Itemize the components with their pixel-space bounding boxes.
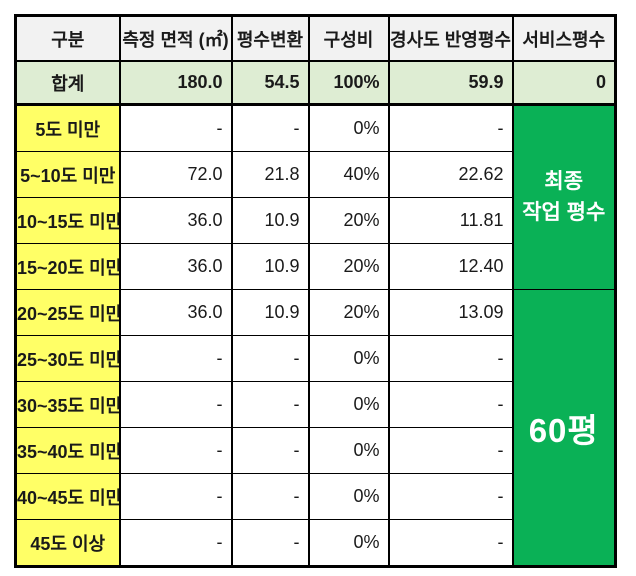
slope-pyeong-cell: 13.09 — [387, 289, 514, 336]
col-header-composition-ratio: 구성비 — [307, 15, 390, 62]
table-row: 45도 이상 - - 0% - — [14, 519, 616, 567]
area-cell: - — [118, 335, 233, 382]
ratio-cell: 20% — [307, 289, 390, 336]
total-label-cell: 합계 — [14, 60, 121, 106]
slope-pyeong-cell: 11.81 — [387, 197, 514, 244]
slope-pyeong-cell: - — [387, 519, 514, 567]
pyeong-cell: 21.8 — [230, 151, 310, 198]
ratio-cell: 0% — [307, 104, 390, 152]
table-row: 5도 미만 - - 0% - 최종 작업 평수 — [14, 104, 617, 290]
table-row: 40~45도 미만 - - 0% - — [14, 473, 616, 520]
category-cell: 5도 미만 — [14, 104, 121, 152]
pyeong-cell: 10.9 — [230, 289, 310, 336]
table-row: 25~30도 미만 - - 0% - — [14, 335, 616, 382]
area-cell: 36.0 — [118, 197, 233, 244]
slope-area-table: 구분 측정 면적 (㎡) 평수변환 구성비 경사도 반영평수 서비스평수 합계 … — [14, 14, 617, 568]
pyeong-cell: - — [230, 381, 310, 428]
area-cell: 72.0 — [118, 151, 233, 198]
table-row: 35~40도 미만 - - 0% - — [14, 427, 616, 474]
area-cell: 36.0 — [118, 289, 233, 336]
final-work-pyeong-label-cell: 최종 작업 평수 — [511, 104, 617, 290]
table-row: 30~35도 미만 - - 0% - — [14, 381, 616, 428]
category-cell: 10~15도 미만 — [14, 197, 121, 244]
area-cell: - — [118, 381, 233, 428]
col-header-slope-adjusted-pyeong: 경사도 반영평수 — [387, 15, 514, 62]
col-header-pyeong-conversion: 평수변환 — [230, 15, 310, 62]
col-header-measured-area: 측정 면적 (㎡) — [118, 15, 233, 62]
table-row: 15~20도 미만 36.0 10.9 20% 12.40 — [14, 243, 616, 290]
area-cell: - — [118, 427, 233, 474]
ratio-cell: 0% — [307, 427, 390, 474]
category-cell: 35~40도 미만 — [14, 427, 121, 474]
area-cell: - — [118, 104, 233, 152]
table-row: 20~25도 미만 36.0 10.9 20% 13.09 60평 — [14, 289, 617, 567]
ratio-cell: 0% — [307, 335, 390, 382]
header-row: 구분 측정 면적 (㎡) 평수변환 구성비 경사도 반영평수 서비스평수 — [14, 15, 617, 62]
total-ratio-cell: 100% — [307, 60, 390, 106]
ratio-cell: 0% — [307, 473, 390, 520]
category-cell: 20~25도 미만 — [14, 289, 121, 336]
pyeong-cell: - — [230, 473, 310, 520]
pyeong-cell: - — [230, 427, 310, 474]
pyeong-cell: - — [230, 104, 310, 152]
total-area-cell: 180.0 — [118, 60, 233, 106]
slope-pyeong-cell: - — [387, 381, 514, 428]
area-cell: 36.0 — [118, 243, 233, 290]
slope-pyeong-cell: - — [387, 335, 514, 382]
col-header-category: 구분 — [14, 15, 121, 62]
final-work-pyeong-label-line2: 작업 평수 — [522, 200, 606, 224]
table-row: 5~10도 미만 72.0 21.8 40% 22.62 — [14, 151, 616, 198]
final-work-pyeong-value: 60평 — [528, 411, 599, 449]
ratio-cell: 40% — [307, 151, 390, 198]
slope-pyeong-cell: 22.62 — [387, 151, 514, 198]
ratio-cell: 0% — [307, 381, 390, 428]
pyeong-cell: 10.9 — [230, 243, 310, 290]
ratio-cell: 20% — [307, 197, 390, 244]
col-header-service-pyeong: 서비스평수 — [511, 15, 617, 62]
pyeong-cell: - — [230, 519, 310, 567]
table-row: 10~15도 미만 36.0 10.9 20% 11.81 — [14, 197, 616, 244]
total-pyeong-cell: 54.5 — [230, 60, 310, 106]
slope-pyeong-cell: - — [387, 473, 514, 520]
slope-pyeong-cell: - — [387, 427, 514, 474]
slope-pyeong-cell: - — [387, 104, 514, 152]
ratio-cell: 0% — [307, 519, 390, 567]
category-cell: 5~10도 미만 — [14, 151, 121, 198]
final-work-pyeong-label-line1: 최종 — [544, 170, 584, 194]
total-service-pyeong-cell: 0 — [511, 60, 617, 106]
category-cell: 25~30도 미만 — [14, 335, 121, 382]
pyeong-cell: 10.9 — [230, 197, 310, 244]
area-cell: - — [118, 473, 233, 520]
ratio-cell: 20% — [307, 243, 390, 290]
pyeong-cell: - — [230, 335, 310, 382]
category-cell: 30~35도 미만 — [14, 381, 121, 428]
category-cell: 40~45도 미만 — [14, 473, 121, 520]
area-cell: - — [118, 519, 233, 567]
category-cell: 15~20도 미만 — [14, 243, 121, 290]
total-slope-pyeong-cell: 59.9 — [387, 60, 514, 106]
total-row: 합계 180.0 54.5 100% 59.9 0 — [14, 60, 617, 106]
category-cell: 45도 이상 — [14, 519, 121, 567]
final-work-pyeong-value-cell: 60평 — [511, 289, 617, 567]
slope-pyeong-cell: 12.40 — [387, 243, 514, 290]
